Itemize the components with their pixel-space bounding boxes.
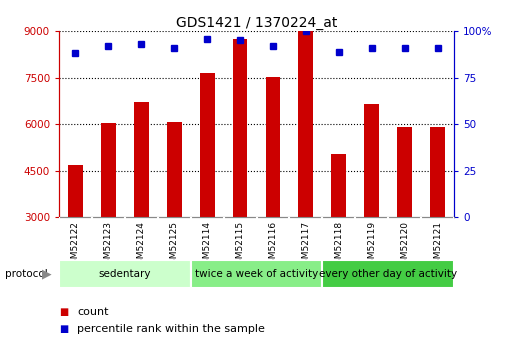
Title: GDS1421 / 1370224_at: GDS1421 / 1370224_at xyxy=(176,16,337,30)
Bar xyxy=(299,31,313,217)
Text: GSM52115: GSM52115 xyxy=(235,221,245,270)
Bar xyxy=(232,39,247,217)
Bar xyxy=(59,260,191,288)
Text: GSM52121: GSM52121 xyxy=(433,221,442,270)
Text: ■: ■ xyxy=(59,307,68,317)
Text: percentile rank within the sample: percentile rank within the sample xyxy=(77,325,265,334)
Text: twice a week of activity: twice a week of activity xyxy=(195,269,318,279)
Bar xyxy=(68,165,83,217)
Bar xyxy=(430,127,445,217)
Text: protocol: protocol xyxy=(5,269,48,279)
Bar xyxy=(101,123,116,217)
Text: GSM52116: GSM52116 xyxy=(268,221,278,270)
Text: every other day of activity: every other day of activity xyxy=(319,269,457,279)
Text: GSM52119: GSM52119 xyxy=(367,221,376,270)
Text: ▶: ▶ xyxy=(43,268,52,281)
Bar xyxy=(397,127,412,217)
Text: GSM52114: GSM52114 xyxy=(203,221,212,270)
Text: count: count xyxy=(77,307,108,317)
Bar xyxy=(322,260,454,288)
Text: ■: ■ xyxy=(59,325,68,334)
Text: GSM52118: GSM52118 xyxy=(334,221,343,270)
Text: GSM52125: GSM52125 xyxy=(170,221,179,270)
Bar xyxy=(134,102,149,217)
Bar xyxy=(167,122,182,217)
Bar xyxy=(364,104,379,217)
Bar xyxy=(266,77,281,217)
Text: GSM52122: GSM52122 xyxy=(71,221,80,270)
Bar xyxy=(331,154,346,217)
Text: GSM52124: GSM52124 xyxy=(137,221,146,270)
Text: GSM52123: GSM52123 xyxy=(104,221,113,270)
Text: GSM52117: GSM52117 xyxy=(301,221,310,270)
Text: GSM52120: GSM52120 xyxy=(400,221,409,270)
Text: sedentary: sedentary xyxy=(98,269,151,279)
Bar xyxy=(200,73,214,217)
Bar xyxy=(191,260,322,288)
